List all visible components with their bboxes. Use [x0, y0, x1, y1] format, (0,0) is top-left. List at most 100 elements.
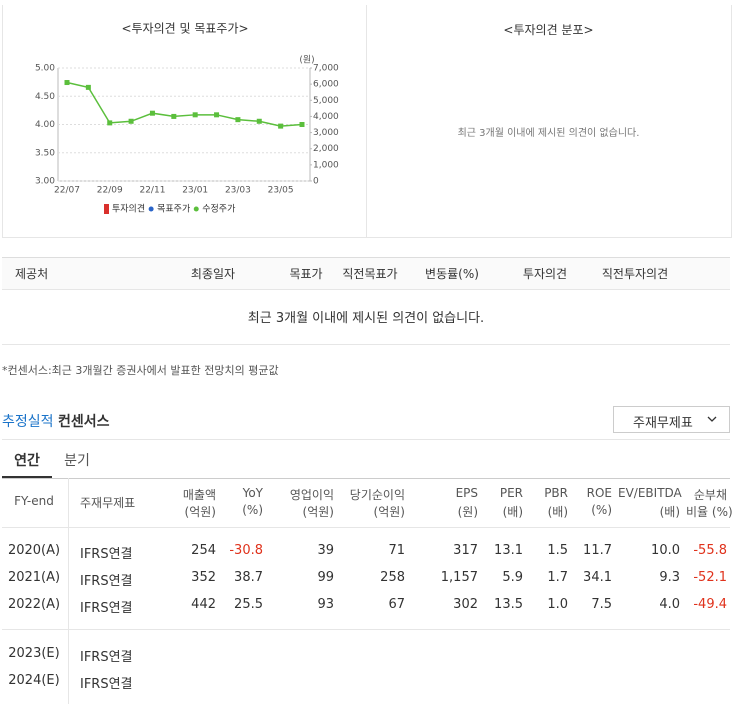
column-header: 직전목표가	[342, 267, 398, 281]
group-divider	[2, 629, 730, 630]
column-header: PBR	[544, 486, 568, 500]
column-header: (억원)	[302, 505, 334, 519]
table-cell: IFRS연결	[80, 650, 133, 665]
table-cell: -52.1	[693, 570, 727, 585]
table-cell: IFRS연결	[80, 677, 133, 692]
column-header: 비율 (%)	[686, 505, 733, 519]
tab-active[interactable]: 연간	[2, 450, 52, 478]
panel-divider	[366, 5, 367, 237]
table-cell: 317	[453, 543, 478, 558]
y2-tick-label: 0	[313, 177, 319, 187]
table-cell: 11.7	[583, 543, 612, 558]
opinion-table	[2, 257, 730, 345]
table-cell: 254	[191, 543, 216, 558]
header-divider	[2, 527, 730, 528]
column-header: PER	[499, 486, 523, 500]
table-cell: IFRS연결	[80, 601, 133, 616]
legend-label: 목표주가	[157, 204, 190, 215]
x-tick-label: 22/07	[54, 186, 80, 196]
column-header: (배)	[502, 505, 523, 519]
legend-swatch	[193, 206, 199, 212]
column-header: (%)	[591, 503, 612, 517]
y-tick-label: 3.00	[35, 177, 55, 187]
point	[149, 110, 155, 116]
panel-frame	[2, 5, 732, 238]
column-header: 최종일자	[190, 267, 236, 281]
title: 컨센서스	[57, 414, 110, 430]
table-cell: 67	[388, 597, 405, 612]
column-header: ROE	[586, 486, 612, 500]
table-cell: 1.5	[547, 543, 568, 558]
column-header: FY-end	[14, 494, 54, 508]
header-row	[2, 258, 730, 290]
point	[235, 117, 241, 123]
y-tick-label: 5.00	[35, 64, 55, 74]
table-cell: IFRS연결	[80, 574, 133, 589]
point	[107, 120, 113, 126]
y2-tick-label: 5,000	[313, 96, 339, 106]
table-cell: 2022(A)	[7, 597, 61, 612]
column-header: (배)	[659, 505, 680, 519]
tab[interactable]: 분기	[64, 453, 90, 469]
table-cell: 1.7	[547, 570, 568, 585]
point	[128, 118, 134, 124]
y2-tick-label: 4,000	[313, 112, 339, 122]
table-cell: -55.8	[693, 543, 727, 558]
point	[171, 113, 177, 119]
chart: <투자의견 및 목표주가> (원) 3.00 3.50 4.00 4.50 5.00 0 1…	[35, 22, 339, 215]
x-tick-label: 23/03	[225, 186, 251, 196]
table-cell: 93	[317, 597, 334, 612]
table-cell: 10.0	[651, 543, 680, 558]
y2-tick-label: 3,000	[313, 128, 339, 138]
table-cell: 2023(E)	[8, 646, 60, 661]
point	[299, 122, 305, 127]
tab-bar	[2, 439, 730, 479]
table-cell: 2021(A)	[7, 570, 61, 585]
x-tick-label: 22/11	[139, 186, 165, 196]
column-header: 순부채	[693, 488, 727, 502]
table-cell: 9.3	[659, 570, 680, 585]
point	[85, 84, 91, 90]
column-header: 투자의견	[522, 267, 568, 281]
point	[214, 112, 220, 118]
chevron	[707, 416, 717, 422]
point	[192, 112, 198, 118]
table-cell: 13.5	[494, 597, 523, 612]
dropdown-label: 주재무제표	[633, 416, 693, 431]
column-header: EV/EBITDA	[618, 486, 682, 500]
x-tick-label: 23/01	[182, 186, 208, 196]
chart-title: <투자의견 및 목표주가>	[121, 22, 248, 36]
legend-label: 수정주가	[202, 204, 235, 215]
table-cell: 1.0	[547, 597, 568, 612]
table-cell: 1,157	[440, 570, 478, 585]
table-cell: 13.1	[494, 543, 523, 558]
y2-tick-label: 2,000	[313, 144, 339, 154]
column-header: EPS	[455, 486, 478, 500]
y-tick-label: 4.50	[35, 92, 55, 102]
legend-label: 투자의견	[112, 203, 145, 215]
column-header: 목표가	[289, 267, 323, 281]
series-line	[66, 81, 303, 127]
column-header: (배)	[547, 505, 568, 519]
column-header: (억원)	[373, 505, 405, 519]
table-cell: 302	[453, 597, 478, 612]
opinion-message: 최근 3개월 이내에 제시된 의견이 없습니다.	[247, 311, 485, 326]
table-cell: 71	[388, 543, 405, 558]
column-header: 변동률(%)	[425, 267, 479, 281]
table-cell: 38.7	[234, 570, 263, 585]
table-cell: 352	[191, 570, 216, 585]
point	[278, 123, 284, 129]
note: *컨센서스:최근 3개월간 증권사에서 발표한 전망치의 평균값	[2, 364, 279, 377]
x-tick-label: 22/09	[97, 186, 123, 196]
column-header: (억원)	[184, 505, 216, 519]
table-cell: -49.4	[693, 597, 727, 612]
table-cell: 442	[191, 597, 216, 612]
legend-swatch	[148, 206, 154, 212]
title-highlight: 추정실적	[2, 414, 54, 430]
dropdown[interactable]: 주재무제표	[613, 406, 730, 433]
section-title: 추정실적 컨센서스	[2, 411, 110, 431]
column-header: 당기순이익	[349, 488, 405, 502]
y2-axis-label: (원)	[299, 55, 314, 66]
column-header: YoY	[242, 486, 263, 500]
